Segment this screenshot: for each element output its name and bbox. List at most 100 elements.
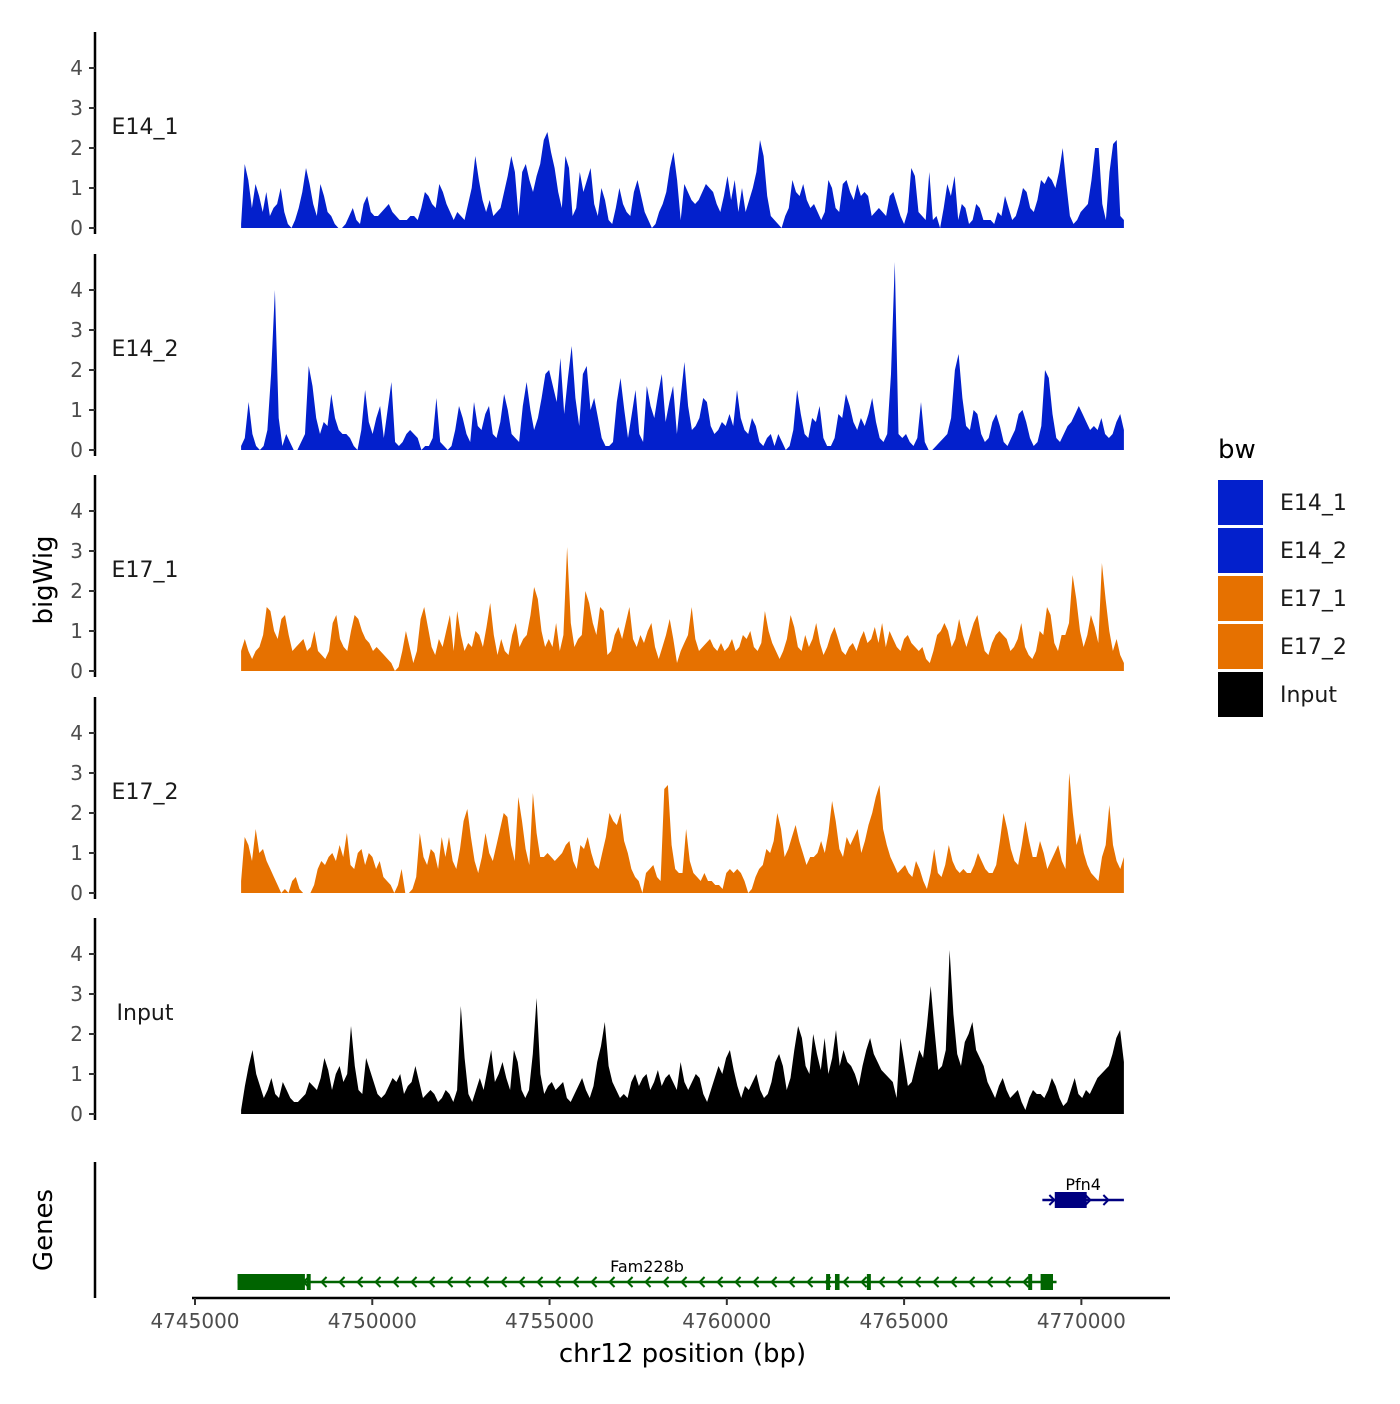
exon bbox=[1040, 1274, 1053, 1290]
strand-arrow bbox=[320, 1276, 328, 1288]
y-tick-label: 0 bbox=[70, 438, 83, 462]
y-tick-label: 4 bbox=[70, 499, 83, 523]
track-label: Input bbox=[117, 1001, 174, 1026]
strand-arrow bbox=[590, 1276, 598, 1288]
track-label: E17_2 bbox=[112, 780, 179, 805]
genes-panel-title: Genes bbox=[29, 1189, 59, 1271]
strand-arrow bbox=[1048, 1194, 1056, 1206]
y-tick-label: 4 bbox=[70, 278, 83, 302]
gene-fam228b: Fam228b bbox=[237, 1257, 1057, 1290]
strand-arrow bbox=[626, 1276, 634, 1288]
legend-swatch bbox=[1218, 576, 1263, 621]
track-label: E17_1 bbox=[112, 558, 179, 583]
y-tick-label: 1 bbox=[70, 1062, 83, 1086]
y-tick-label: 4 bbox=[70, 56, 83, 80]
signal-area bbox=[241, 132, 1124, 228]
legend: bw E14_1 E14_2 E17_1 E17_2 Input bbox=[1218, 435, 1347, 717]
x-tick-label: 4755000 bbox=[505, 1309, 594, 1333]
exon bbox=[866, 1274, 871, 1290]
y-tick-label: 0 bbox=[70, 1102, 83, 1126]
legend-item: E14_1 bbox=[1218, 480, 1347, 525]
x-axis-title: chr12 position (bp) bbox=[559, 1339, 806, 1369]
strand-arrow bbox=[734, 1276, 742, 1288]
strand-arrow bbox=[1022, 1276, 1030, 1288]
strand-arrow bbox=[1084, 1194, 1092, 1206]
signal-area bbox=[241, 773, 1124, 893]
genes-panel: Genes Fam228b Pfn4 bbox=[29, 1162, 1124, 1298]
x-tick-label: 4745000 bbox=[150, 1309, 239, 1333]
strand-arrow bbox=[932, 1276, 940, 1288]
strand-arrow bbox=[572, 1276, 580, 1288]
strand-arrow bbox=[554, 1276, 562, 1288]
signal-area bbox=[241, 950, 1124, 1114]
legend-swatch bbox=[1218, 528, 1263, 573]
y-tick-label: 0 bbox=[70, 216, 83, 240]
legend-swatch bbox=[1218, 480, 1263, 525]
strand-arrow bbox=[536, 1276, 544, 1288]
strand-arrow bbox=[608, 1276, 616, 1288]
y-axis-title: bigWig bbox=[29, 535, 59, 624]
strand-arrow bbox=[374, 1276, 382, 1288]
tracks-layer: 0 1 2 3 4 E14_1 0 1 2 3 4 E14_2 0 1 2 3 4 E17_1 0 1 2 3 4 E17_2… bbox=[29, 32, 1124, 1126]
y-tick-label: 2 bbox=[70, 358, 83, 382]
y-tick-label: 3 bbox=[70, 982, 83, 1006]
strand-arrow bbox=[338, 1276, 346, 1288]
strand-arrow bbox=[446, 1276, 454, 1288]
strand-arrow bbox=[518, 1276, 526, 1288]
y-tick-label: 3 bbox=[70, 318, 83, 342]
legend-title: bw bbox=[1218, 435, 1256, 465]
y-tick-label: 2 bbox=[70, 579, 83, 603]
strand-arrow bbox=[716, 1276, 724, 1288]
track-e14-1: 0 1 2 3 4 E14_1 bbox=[70, 32, 1124, 240]
legend-item: Input bbox=[1218, 672, 1337, 717]
legend-item: E17_2 bbox=[1218, 624, 1347, 669]
legend-swatch bbox=[1218, 624, 1263, 669]
y-tick-label: 2 bbox=[70, 1022, 83, 1046]
exon bbox=[237, 1274, 305, 1290]
strand-arrow bbox=[860, 1276, 868, 1288]
strand-arrow bbox=[392, 1276, 400, 1288]
strand-arrow bbox=[698, 1276, 706, 1288]
legend-item: E17_1 bbox=[1218, 576, 1347, 621]
strand-arrow bbox=[410, 1276, 418, 1288]
y-tick-label: 4 bbox=[70, 942, 83, 966]
strand-arrow bbox=[752, 1276, 760, 1288]
exon bbox=[834, 1274, 840, 1290]
strand-arrow bbox=[1004, 1276, 1012, 1288]
y-tick-label: 3 bbox=[70, 539, 83, 563]
strand-arrow bbox=[842, 1276, 850, 1288]
strand-arrow bbox=[482, 1276, 490, 1288]
y-tick-label: 3 bbox=[70, 96, 83, 120]
gene-pfn4: Pfn4 bbox=[1042, 1175, 1124, 1208]
strand-arrow bbox=[500, 1276, 508, 1288]
x-tick-label: 4770000 bbox=[1037, 1309, 1126, 1333]
legend-item: E14_2 bbox=[1218, 528, 1347, 573]
exon bbox=[306, 1274, 311, 1290]
exon bbox=[1028, 1274, 1033, 1290]
strand-arrow bbox=[986, 1276, 994, 1288]
y-tick-label: 2 bbox=[70, 136, 83, 160]
y-tick-label: 0 bbox=[70, 659, 83, 683]
strand-arrow bbox=[950, 1276, 958, 1288]
exon bbox=[826, 1274, 831, 1290]
strand-arrow bbox=[464, 1276, 472, 1288]
track-e17-1: 0 1 2 3 4 E17_1 bbox=[70, 475, 1124, 683]
y-tick-label: 1 bbox=[70, 176, 83, 200]
x-tick-label: 4760000 bbox=[682, 1309, 771, 1333]
legend-label: E14_1 bbox=[1280, 491, 1347, 516]
y-tick-label: 4 bbox=[70, 721, 83, 745]
y-tick-label: 1 bbox=[70, 398, 83, 422]
x-axis: 4745000 4750000 4755000 4760000 4765000 47700… bbox=[150, 1296, 1170, 1369]
track-input: 0 1 2 3 4 Input bbox=[70, 918, 1124, 1126]
legend-label: E17_2 bbox=[1280, 635, 1347, 660]
track-label: E14_1 bbox=[112, 115, 179, 140]
strand-arrow bbox=[680, 1276, 688, 1288]
track-e17-2: 0 1 2 3 4 E17_2 bbox=[70, 697, 1124, 905]
gene-label: Fam228b bbox=[610, 1257, 684, 1276]
gene-label: Pfn4 bbox=[1065, 1175, 1101, 1194]
y-tick-label: 1 bbox=[70, 841, 83, 865]
y-tick-label: 0 bbox=[70, 881, 83, 905]
legend-swatch bbox=[1218, 672, 1263, 717]
